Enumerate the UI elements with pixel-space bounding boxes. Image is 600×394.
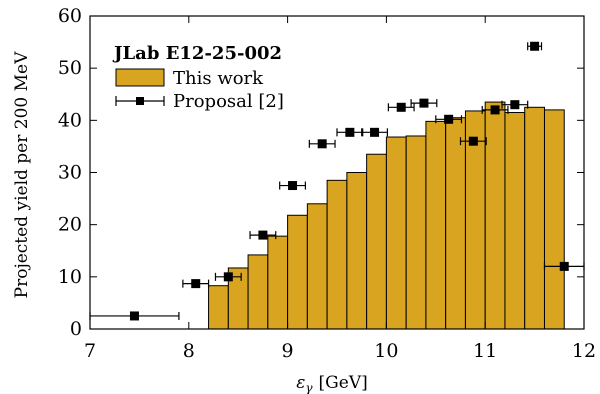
proposal-point bbox=[336, 127, 364, 137]
point-marker bbox=[288, 181, 298, 191]
legend-swatch-this-work bbox=[115, 68, 165, 87]
histogram-bar bbox=[524, 106, 545, 330]
point-marker bbox=[129, 311, 139, 321]
point-marker bbox=[345, 127, 355, 137]
point-marker bbox=[444, 114, 454, 124]
x-tick-label: 7 bbox=[84, 340, 96, 362]
proposal-point bbox=[527, 41, 543, 51]
legend: JLab E12-25-002 This work Proposal [2] bbox=[112, 43, 284, 112]
histogram-bar bbox=[504, 112, 526, 330]
x-tick-label: 10 bbox=[374, 340, 398, 362]
histogram-bar bbox=[267, 235, 289, 330]
proposal-point bbox=[89, 311, 180, 321]
histogram-bar bbox=[208, 285, 229, 330]
x-axis-label: εγ [GeV] bbox=[296, 373, 367, 394]
proposal-point bbox=[387, 102, 415, 112]
point-marker bbox=[317, 139, 327, 149]
proposal-point bbox=[501, 100, 529, 110]
legend-label-this-work: This work bbox=[173, 68, 264, 89]
histogram-bar bbox=[326, 179, 348, 330]
point-marker bbox=[468, 136, 478, 146]
histogram-bar bbox=[405, 135, 427, 330]
point-marker bbox=[191, 279, 201, 289]
point-marker bbox=[490, 105, 500, 115]
proposal-point bbox=[410, 98, 438, 108]
proposal-point bbox=[481, 105, 509, 115]
proposal-points bbox=[89, 41, 585, 321]
y-tick-label: 40 bbox=[58, 109, 82, 131]
histogram-bar bbox=[445, 117, 466, 330]
legend-title: JLab E12-25-002 bbox=[112, 43, 282, 64]
histogram-bars bbox=[208, 101, 565, 330]
y-tick-label: 0 bbox=[70, 318, 82, 340]
y-axis-label: Projected yield per 200 MeV bbox=[12, 51, 32, 298]
histogram-bar bbox=[247, 254, 269, 330]
x-tick-label: 9 bbox=[282, 340, 294, 362]
y-tick-label: 10 bbox=[58, 266, 82, 288]
point-marker bbox=[510, 100, 520, 110]
histogram-bar bbox=[385, 136, 407, 330]
proposal-point bbox=[214, 272, 242, 282]
y-tick-label: 20 bbox=[58, 214, 82, 236]
histogram-bar bbox=[543, 109, 565, 330]
histogram-bar bbox=[346, 172, 368, 330]
point-marker bbox=[370, 127, 380, 137]
legend-label-proposal: Proposal [2] bbox=[173, 91, 284, 112]
x-axis-unit: [GeV] bbox=[319, 373, 368, 393]
histogram-bar bbox=[425, 120, 447, 330]
y-tick-label: 60 bbox=[58, 5, 82, 27]
axis-ticks: 7 8 9 10 11 12 0 10 20 30 40 50 60 bbox=[58, 5, 596, 362]
proposal-point bbox=[279, 181, 306, 191]
x-tick-label: 8 bbox=[183, 340, 195, 362]
point-marker bbox=[396, 102, 406, 112]
legend-marker-proposal bbox=[136, 97, 144, 105]
x-axis-subscript: γ bbox=[305, 381, 313, 394]
proposal-point bbox=[182, 279, 210, 289]
y-tick-label: 30 bbox=[58, 162, 82, 184]
histogram-bar bbox=[484, 101, 506, 330]
point-marker bbox=[530, 41, 540, 51]
proposal-point bbox=[361, 127, 388, 137]
point-marker bbox=[419, 98, 429, 108]
histogram-bar bbox=[366, 153, 387, 330]
proposal-point bbox=[249, 230, 277, 240]
proposal-point bbox=[459, 136, 487, 146]
histogram-bar bbox=[287, 214, 308, 330]
histogram-bar bbox=[306, 203, 328, 330]
point-marker bbox=[559, 261, 569, 271]
x-tick-label: 11 bbox=[473, 340, 497, 362]
x-axis-symbol: ε bbox=[296, 373, 305, 393]
proposal-point bbox=[435, 114, 463, 124]
y-tick-label: 50 bbox=[58, 57, 82, 79]
point-marker bbox=[223, 272, 233, 282]
point-marker bbox=[258, 230, 268, 240]
proposal-point bbox=[308, 139, 336, 149]
x-tick-label: 12 bbox=[572, 340, 596, 362]
